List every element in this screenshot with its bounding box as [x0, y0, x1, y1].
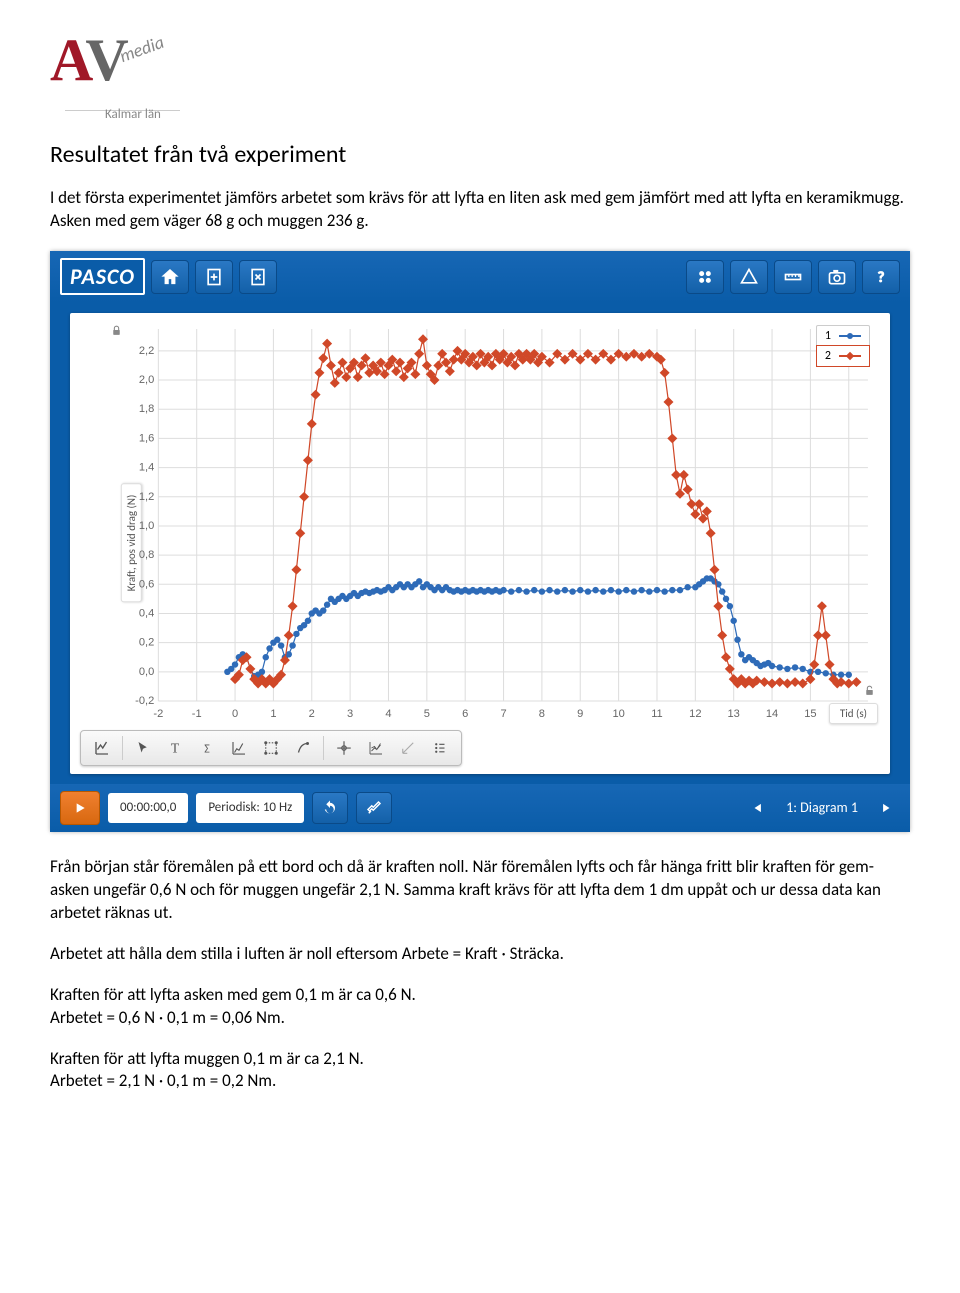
- app-bottombar: 00:00:00,0 Periodisk: 10 Hz 1: Diagram 1: [50, 784, 910, 832]
- chart-toolbar: T Σ: [80, 730, 462, 766]
- home-button[interactable]: [151, 260, 189, 294]
- svg-text:-1: -1: [192, 708, 202, 720]
- pasco-app: PASCO ? Kraft, pos vid drag (N): [50, 251, 910, 832]
- svg-text:2,2: 2,2: [139, 345, 154, 357]
- svg-text:2: 2: [309, 708, 315, 720]
- prev-diagram-button[interactable]: [744, 794, 772, 822]
- new-page-button[interactable]: [195, 260, 233, 294]
- pasco-brand: PASCO: [60, 258, 145, 295]
- autoscale-icon[interactable]: [87, 734, 117, 762]
- svg-text:?: ?: [878, 269, 885, 287]
- svg-text:8: 8: [539, 708, 545, 720]
- app-topbar: PASCO ?: [50, 251, 910, 303]
- svg-text:7: 7: [500, 708, 506, 720]
- tools-button[interactable]: [356, 792, 392, 824]
- chart-panel: Kraft, pos vid drag (N) 1 2 -2-101234567…: [70, 313, 890, 774]
- svg-text:13: 13: [728, 708, 740, 720]
- svg-text:15: 15: [804, 708, 816, 720]
- svg-text:0,6: 0,6: [139, 578, 154, 590]
- paragraph-2: Från början står föremålen på ett bord o…: [50, 856, 910, 925]
- svg-text:1,4: 1,4: [139, 462, 154, 474]
- legend-swatch-2: [839, 355, 861, 357]
- time-display: 00:00:00,0: [108, 793, 188, 823]
- svg-text:-2: -2: [153, 708, 163, 720]
- paragraph-5: Kraften för att lyfta muggen 0,1 m är ca…: [50, 1048, 910, 1094]
- logo-block: A V media Kalmar län: [50, 20, 910, 122]
- legend-label-2: 2: [825, 349, 831, 363]
- sampling-display[interactable]: Periodisk: 10 Hz: [196, 793, 304, 823]
- pointer-icon[interactable]: [128, 734, 158, 762]
- slope-icon[interactable]: [393, 734, 423, 762]
- legend-swatch-1: [839, 335, 861, 337]
- svg-text:10: 10: [612, 708, 624, 720]
- x-axis-label[interactable]: Tid (s): [829, 703, 878, 724]
- camera-button[interactable]: [818, 260, 856, 294]
- svg-text:1,2: 1,2: [139, 491, 154, 503]
- svg-text:6: 6: [462, 708, 468, 720]
- play-button[interactable]: [60, 791, 100, 825]
- delete-page-button[interactable]: [239, 260, 277, 294]
- svg-text:0: 0: [232, 708, 238, 720]
- diagram-nav: 1: Diagram 1: [744, 794, 900, 822]
- svg-text:12: 12: [689, 708, 701, 720]
- y-axis-lock-icon[interactable]: [110, 323, 124, 337]
- svg-text:Σ: Σ: [204, 742, 210, 756]
- select-region-icon[interactable]: [256, 734, 286, 762]
- intro-paragraph-1: I det första experimentet jämförs arbete…: [50, 187, 910, 233]
- svg-text:11: 11: [651, 708, 663, 720]
- svg-text:9: 9: [577, 708, 583, 720]
- svg-text:0,8: 0,8: [139, 549, 154, 561]
- paragraph-4: Kraften för att lyfta asken med gem 0,1 …: [50, 984, 910, 1030]
- svg-text:14: 14: [766, 708, 778, 720]
- svg-text:1,8: 1,8: [139, 403, 154, 415]
- compare-icon[interactable]: [361, 734, 391, 762]
- svg-text:5: 5: [424, 708, 430, 720]
- legend-item-2[interactable]: 2: [816, 345, 870, 367]
- page-title: Resultatet från två experiment: [50, 140, 910, 169]
- svg-text:0,0: 0,0: [139, 666, 154, 678]
- text-tool-icon[interactable]: T: [160, 734, 190, 762]
- next-diagram-button[interactable]: [872, 794, 900, 822]
- svg-text:3: 3: [347, 708, 353, 720]
- logo-subtext: Kalmar län: [105, 107, 910, 122]
- refresh-button[interactable]: [312, 792, 348, 824]
- sensors-button[interactable]: [686, 260, 724, 294]
- svg-text:1,0: 1,0: [139, 520, 154, 532]
- chart-plot-area[interactable]: -2-1012345678910111213141516-0,20,00,20,…: [126, 323, 874, 723]
- legend-item-1[interactable]: 1: [817, 326, 869, 346]
- help-button[interactable]: ?: [862, 260, 900, 294]
- ruler-button[interactable]: [774, 260, 812, 294]
- shape-button[interactable]: [730, 260, 768, 294]
- legend-label-1: 1: [825, 329, 831, 343]
- annotation-icon[interactable]: [288, 734, 318, 762]
- settings-list-icon[interactable]: [425, 734, 455, 762]
- x-axis-lock-icon[interactable]: [863, 683, 876, 702]
- paragraph-3: Arbetet att hålla dem stilla i luften är…: [50, 943, 910, 966]
- diagram-label: 1: Diagram 1: [778, 799, 866, 816]
- legend: 1 2: [816, 325, 870, 367]
- fit-icon[interactable]: [224, 734, 254, 762]
- crosshair-icon[interactable]: [329, 734, 359, 762]
- sigma-icon[interactable]: Σ: [192, 734, 222, 762]
- svg-text:0,2: 0,2: [139, 637, 154, 649]
- svg-text:1,6: 1,6: [139, 432, 154, 444]
- svg-text:0,4: 0,4: [139, 607, 154, 619]
- svg-text:1: 1: [270, 708, 276, 720]
- svg-text:-0,2: -0,2: [135, 695, 154, 707]
- svg-text:T: T: [171, 740, 180, 755]
- svg-text:4: 4: [385, 708, 391, 720]
- svg-text:2,0: 2,0: [139, 374, 154, 386]
